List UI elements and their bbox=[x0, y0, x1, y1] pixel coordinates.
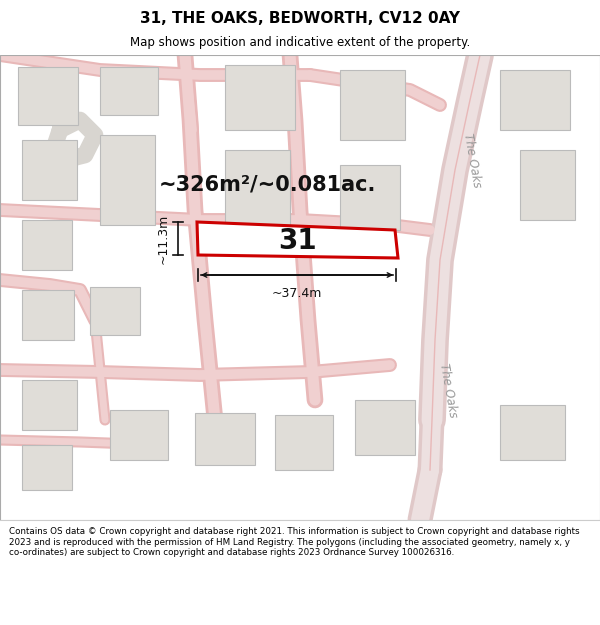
Bar bbox=[22, 445, 72, 490]
Bar bbox=[100, 135, 155, 225]
Bar bbox=[100, 67, 158, 115]
Bar bbox=[22, 290, 74, 340]
Text: ~37.4m: ~37.4m bbox=[272, 287, 322, 300]
Text: The Oaks: The Oaks bbox=[461, 132, 483, 188]
Text: Map shows position and indicative extent of the property.: Map shows position and indicative extent… bbox=[130, 36, 470, 49]
Polygon shape bbox=[197, 222, 398, 258]
Bar bbox=[22, 220, 72, 270]
Bar bbox=[195, 413, 255, 465]
Text: 31, THE OAKS, BEDWORTH, CV12 0AY: 31, THE OAKS, BEDWORTH, CV12 0AY bbox=[140, 11, 460, 26]
Bar bbox=[225, 65, 295, 130]
Text: 31: 31 bbox=[278, 228, 316, 255]
Bar bbox=[110, 410, 168, 460]
Bar bbox=[500, 70, 570, 130]
Text: ~11.3m: ~11.3m bbox=[157, 213, 170, 264]
Bar bbox=[355, 400, 415, 455]
Bar bbox=[22, 140, 77, 200]
Bar bbox=[500, 405, 565, 460]
Bar bbox=[340, 165, 400, 230]
Bar bbox=[22, 380, 77, 430]
Text: Contains OS data © Crown copyright and database right 2021. This information is : Contains OS data © Crown copyright and d… bbox=[9, 528, 580, 557]
Text: ~326m²/~0.081ac.: ~326m²/~0.081ac. bbox=[158, 175, 376, 195]
Bar bbox=[225, 150, 290, 225]
Text: The Oaks: The Oaks bbox=[437, 362, 459, 418]
Bar bbox=[90, 287, 140, 335]
Bar bbox=[275, 415, 333, 470]
Bar bbox=[18, 67, 78, 125]
Bar bbox=[340, 70, 405, 140]
Bar bbox=[520, 150, 575, 220]
